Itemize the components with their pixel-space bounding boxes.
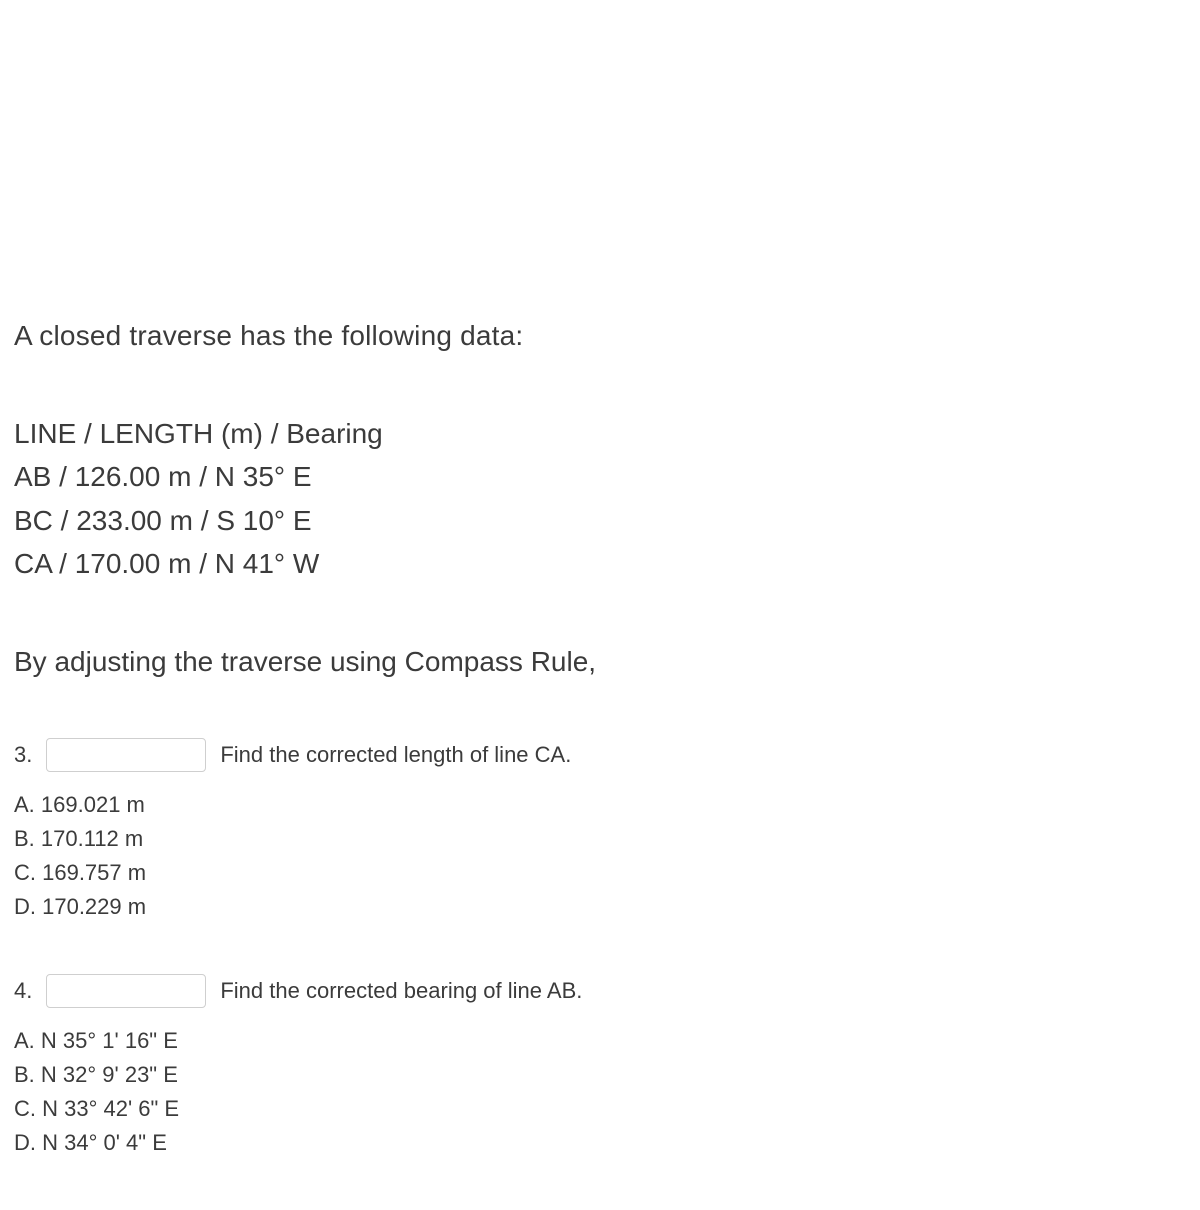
method-text: By adjusting the traverse using Compass …: [14, 646, 1184, 678]
option: C. N 33° 42' 6" E: [14, 1092, 1184, 1126]
option: A. N 35° 1' 16" E: [14, 1024, 1184, 1058]
answer-input-3[interactable]: [46, 738, 206, 772]
option: C. 169.757 m: [14, 856, 1184, 890]
question-prompt: Find the corrected bearing of line AB.: [220, 978, 582, 1004]
answer-input-4[interactable]: [46, 974, 206, 1008]
data-block: LINE / LENGTH (m) / Bearing AB / 126.00 …: [14, 412, 1184, 586]
question-row: 4. Find the corrected bearing of line AB…: [14, 974, 1184, 1008]
option: B. N 32° 9' 23" E: [14, 1058, 1184, 1092]
option: B. 170.112 m: [14, 822, 1184, 856]
page-content: A closed traverse has the following data…: [14, 320, 1184, 1210]
question-number: 3.: [14, 742, 32, 768]
data-row: AB / 126.00 m / N 35° E: [14, 455, 1184, 498]
question-row: 3. Find the corrected length of line CA.: [14, 738, 1184, 772]
option: D. 170.229 m: [14, 890, 1184, 924]
question-number: 4.: [14, 978, 32, 1004]
question-4: 4. Find the corrected bearing of line AB…: [14, 974, 1184, 1160]
options-list: A. N 35° 1' 16" E B. N 32° 9' 23" E C. N…: [14, 1024, 1184, 1160]
data-header: LINE / LENGTH (m) / Bearing: [14, 412, 1184, 455]
question-3: 3. Find the corrected length of line CA.…: [14, 738, 1184, 924]
intro-text: A closed traverse has the following data…: [14, 320, 1184, 352]
data-row: CA / 170.00 m / N 41° W: [14, 542, 1184, 585]
data-row: BC / 233.00 m / S 10° E: [14, 499, 1184, 542]
options-list: A. 169.021 m B. 170.112 m C. 169.757 m D…: [14, 788, 1184, 924]
option: A. 169.021 m: [14, 788, 1184, 822]
question-prompt: Find the corrected length of line CA.: [220, 742, 571, 768]
option: D. N 34° 0' 4" E: [14, 1126, 1184, 1160]
